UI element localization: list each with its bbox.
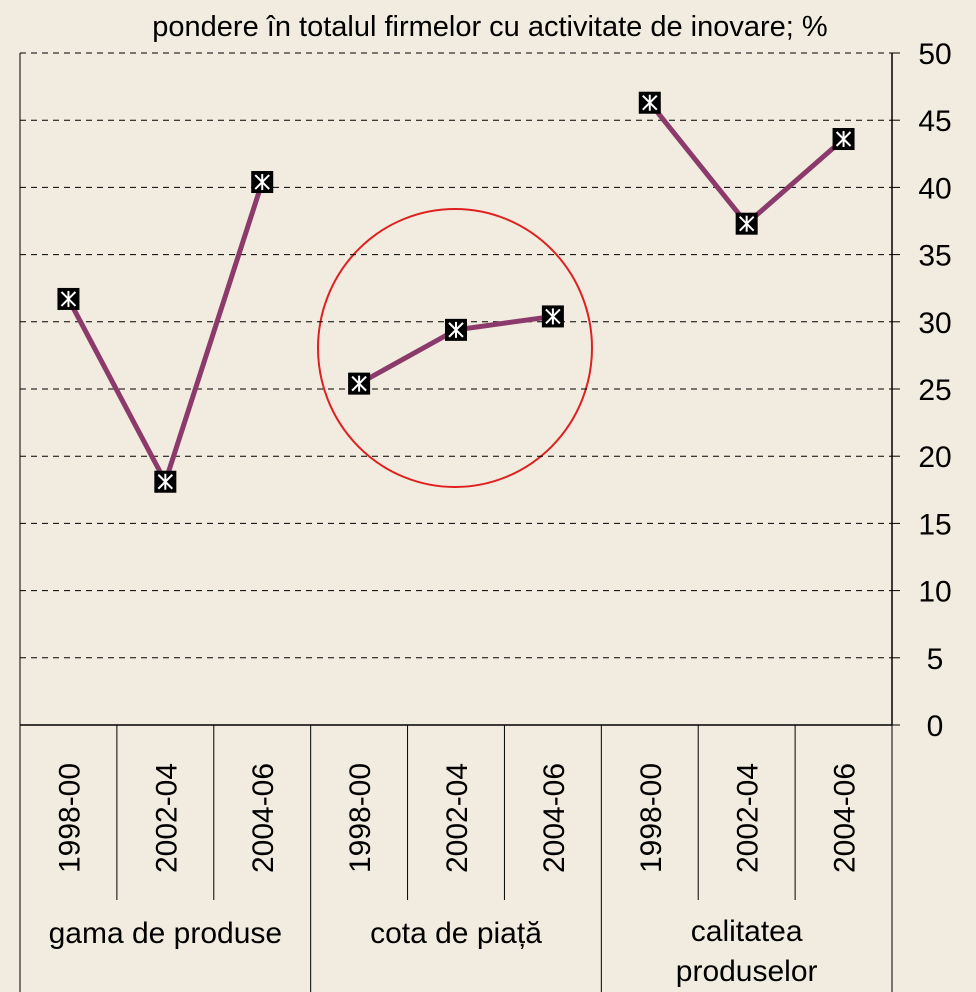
y-tick-label: 20 (918, 441, 951, 474)
y-tick-label: 0 (927, 710, 944, 743)
y-tick-label: 25 (918, 374, 951, 407)
group-label: cota de piață (370, 917, 542, 950)
y-tick-label: 10 (918, 576, 951, 609)
highlight-circle (317, 208, 593, 488)
x-tick-label: 1998-00 (53, 763, 86, 873)
y-tick-label: 50 (918, 38, 951, 71)
x-tick-label: 1998-00 (635, 763, 668, 873)
group-label: gama de produse (48, 917, 283, 950)
y-tick-label: 45 (918, 105, 951, 138)
x-tick-label: 2004-06 (829, 763, 862, 873)
marker (541, 305, 564, 328)
x-tick-label: 2004-06 (247, 763, 280, 873)
y-tick-label: 35 (918, 240, 951, 273)
group-label: calitatea produselor (675, 915, 818, 988)
x-tick-label: 1998-00 (344, 763, 377, 873)
x-tick-label: 2004-06 (538, 763, 571, 873)
x-tick-label: 2002-04 (732, 763, 765, 873)
y-tick-label: 15 (918, 508, 951, 541)
series-line (647, 101, 846, 228)
marker (251, 171, 274, 194)
marker (735, 212, 758, 235)
chart-title: pondere în totalul firmelor cu activitat… (152, 11, 827, 43)
y-tick-label: 30 (918, 307, 951, 340)
y-tick-label: 5 (927, 643, 944, 676)
x-tick-label: 2002-04 (441, 763, 474, 873)
y-tick-label: 40 (918, 172, 951, 205)
marker (445, 318, 467, 341)
marker (348, 372, 371, 395)
marker (638, 91, 661, 114)
series-line (66, 181, 265, 489)
marker (57, 287, 80, 310)
marker (154, 470, 177, 493)
marker (832, 128, 855, 151)
x-tick-label: 2002-04 (150, 763, 183, 873)
